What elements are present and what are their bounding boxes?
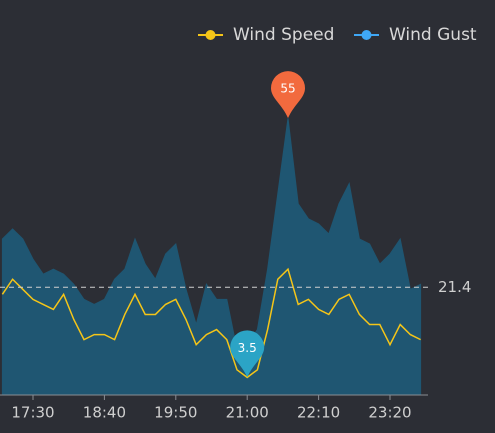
min-pin — [230, 330, 265, 378]
average-label: 21.4 — [438, 278, 471, 296]
legend-label[interactable]: Wind Speed — [233, 25, 334, 45]
x-tick-label: 22:10 — [297, 404, 340, 422]
speed-line — [1, 267, 421, 379]
legend-dot[interactable] — [205, 30, 216, 40]
x-tick-label: 17:30 — [11, 404, 54, 422]
gust-area — [1, 118, 422, 396]
legend-label[interactable]: Wind Gust — [389, 25, 477, 45]
legend-dot[interactable] — [361, 30, 372, 40]
max-pin-label: 55 — [280, 82, 295, 96]
x-tick-label: 19:50 — [154, 404, 197, 422]
x-tick-label: 23:20 — [368, 404, 411, 422]
x-tick-label: 18:40 — [83, 404, 126, 422]
min-pin-label: 3.5 — [238, 341, 257, 355]
max-pin — [271, 71, 305, 119]
x-tick-label: 21:00 — [226, 404, 269, 422]
